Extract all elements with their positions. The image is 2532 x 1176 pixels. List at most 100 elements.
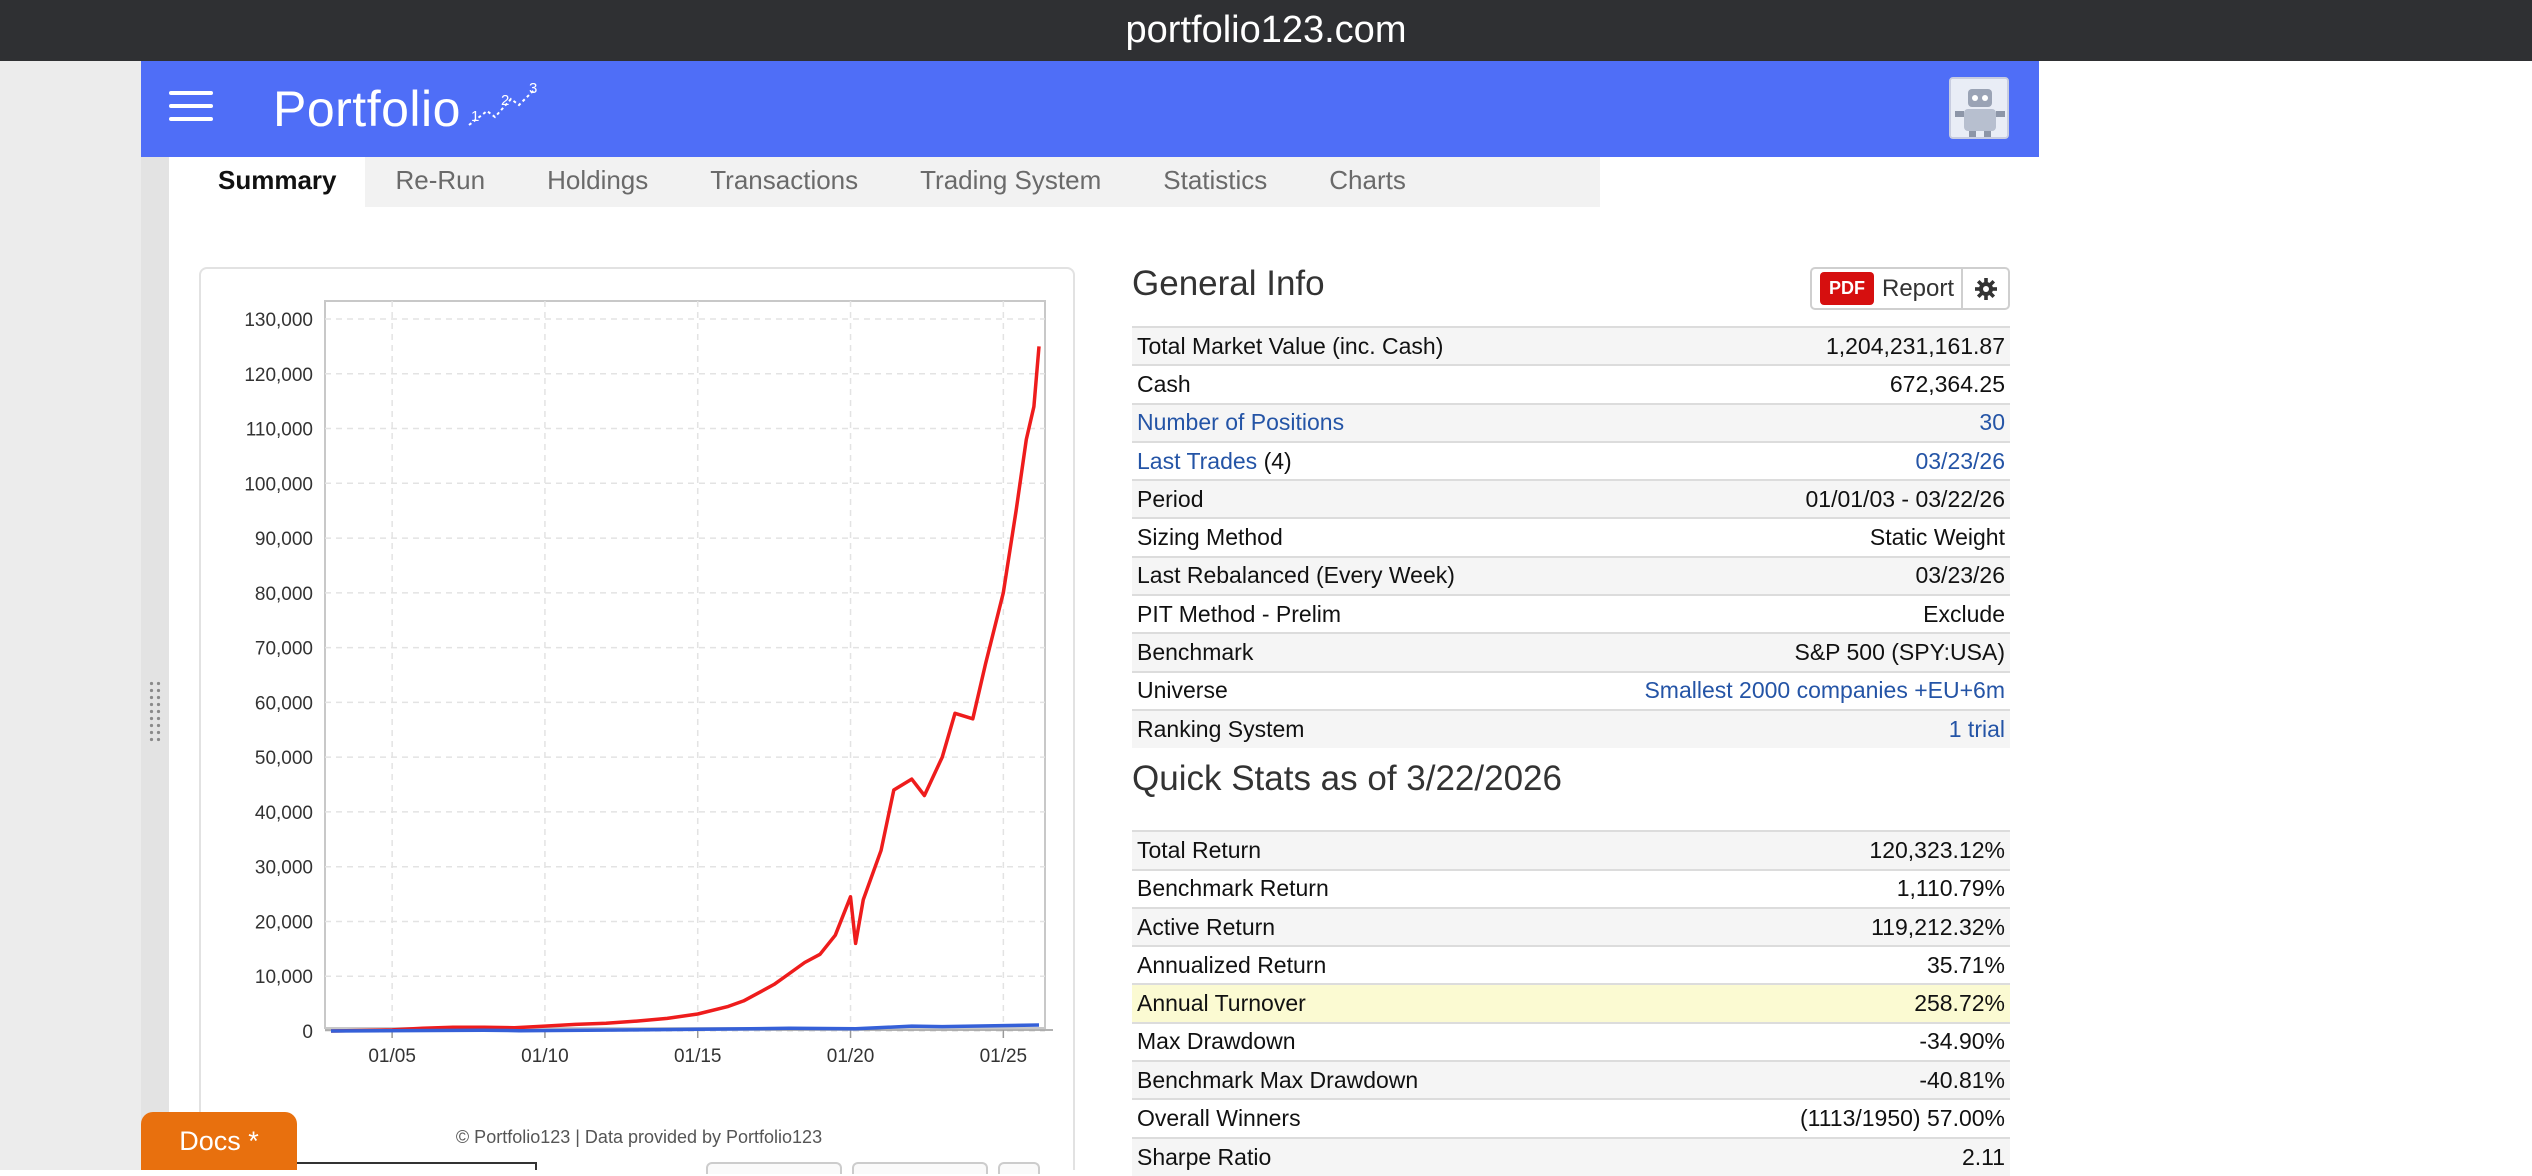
row-label: Cash [1137,370,1191,397]
quick-stats-table: Total Return 120,323.12% Benchmark Return… [1132,830,2010,1176]
x-tick-label: 01/10 [521,1046,569,1067]
chart-controls-row [706,1162,1056,1174]
row-value: 120,323.12% [1869,836,2005,863]
row-label: Overall Winners [1137,1104,1301,1131]
table-row: Number of Positions 30 [1132,403,2010,442]
ranking-system-link[interactable]: 1 trial [1948,716,2005,743]
row-value: Static Weight [1869,524,2005,551]
performance-chart-panel: 0 10,000 20,000 30,000 40,000 50,000 60,000 70,… [199,267,1077,1174]
left-gutter [0,61,141,1170]
chart-control-button[interactable] [706,1162,842,1174]
row-label: Benchmark Max Drawdown [1137,1066,1419,1093]
table-row: Last Trades (4) 03/23/26 [1132,441,2010,481]
table-row: PIT Method - Prelim Exclude [1132,595,2010,634]
logo-mark-2: 2 [501,92,509,109]
table-row: Benchmark S&P 500 (SPY:USA) [1132,633,2010,672]
row-label: Universe [1137,677,1228,704]
row-value: 35.71% [1926,951,2005,978]
table-row: Sizing Method Static Weight [1132,518,2010,557]
table-row: Ranking System 1 trial [1132,709,2010,749]
row-label: Annual Turnover [1137,990,1306,1017]
chart-credit: © Portfolio123 | Data provided by Portfo… [455,1127,823,1147]
chart-control-button[interactable] [852,1162,988,1174]
y-tick-label: 70,000 [255,639,313,660]
performance-chart[interactable]: 0 10,000 20,000 30,000 40,000 50,000 60,000 70,… [201,269,1077,1119]
row-value: Exclude [1923,600,2005,627]
row-value: 1,110.79% [1896,875,2005,902]
y-tick-label: 60,000 [255,693,313,714]
report-settings-button[interactable] [1961,267,2010,310]
row-label: Ranking System [1137,716,1305,743]
quick-stats-header: Quick Stats as of 3/22/2026 [1132,748,2010,830]
row-value: (1113/1950) 57.00% [1799,1104,2005,1131]
logo[interactable]: Portfolio 1 2 3 [273,75,543,143]
row-label: Sharpe Ratio [1137,1143,1272,1170]
table-row-highlighted: Annual Turnover 258.72% [1132,984,2010,1023]
tab-holdings[interactable]: Holdings [547,165,649,195]
last-trades-link[interactable]: Last Trades [1137,447,1258,474]
y-tick-label: 100,000 [244,474,313,495]
tab-re-run[interactable]: Re-Run [395,165,486,195]
tab-transactions[interactable]: Transactions [710,165,859,195]
table-row: Total Return 120,323.12% [1132,831,2010,870]
positions-link[interactable]: Number of Positions [1137,409,1345,436]
tab-summary[interactable]: Summary [190,157,365,207]
y-tick-label: 50,000 [255,748,313,769]
row-label: Benchmark [1137,639,1254,666]
table-row: Cash 672,364.25 [1132,365,2010,404]
docs-button[interactable]: Docs * [141,1112,297,1170]
row-label: Sizing Method [1137,524,1283,551]
table-row: Annualized Return 35.71% [1132,946,2010,985]
benchmark-series-line [330,1023,1040,1033]
table-row: Sharpe Ratio 2.11 [1132,1137,2010,1176]
user-avatar[interactable] [1949,77,2009,139]
y-tick-label: 0 [302,1022,313,1043]
row-label: Period [1137,485,1204,512]
info-panel: General Info PDF Report [1132,259,2010,1176]
left-resize-strip [141,157,169,1170]
y-tick-label: 120,000 [244,365,313,386]
row-label: Total Market Value (inc. Cash) [1137,332,1444,359]
portfolio-series-line [330,346,1041,1033]
x-tick-label: 01/20 [827,1046,875,1067]
positions-count-link[interactable]: 30 [1979,409,2005,436]
quick-stats-title: Quick Stats as of 3/22/2026 [1132,759,1562,799]
table-row: Last Rebalanced (Every Week) 03/23/26 [1132,556,2010,596]
row-value: 119,212.32% [1871,913,2005,940]
y-tick-label: 80,000 [255,584,313,605]
gear-icon [1974,277,1997,300]
table-row: Benchmark Max Drawdown -40.81% [1132,1061,2010,1100]
row-label: Total Return [1137,836,1262,863]
docs-panel-edge [297,1162,537,1170]
plot-frame [324,300,1046,1029]
row-value: 2.11 [1961,1143,2005,1170]
x-tick-label: 01/15 [674,1046,722,1067]
url-text: portfolio123.com [1125,9,1407,51]
hamburger-menu-icon[interactable] [169,91,213,125]
table-row: Universe Smallest 2000 companies +EU+6m [1132,671,2010,710]
logo-chart-mark-icon: 1 2 3 [468,81,537,126]
row-value: -34.90% [1919,1028,2005,1055]
row-value: 1,204,231,161.87 [1825,332,2005,359]
universe-link[interactable]: Smallest 2000 companies +EU+6m [1644,677,2005,704]
row-value: 258.72% [1914,990,2005,1017]
last-trades-date-link[interactable]: 03/23/26 [1915,447,2005,474]
y-tick-label: 90,000 [255,529,313,550]
table-row: Total Market Value (inc. Cash) 1,204,231,… [1132,327,2010,366]
y-tick-label: 10,000 [255,967,313,988]
report-label: Report [1882,274,1955,302]
row-label: Max Drawdown [1137,1028,1296,1055]
pdf-report-button[interactable]: PDF Report [1810,267,1963,310]
tab-charts[interactable]: Charts [1329,165,1406,195]
x-tick-label: 01/05 [368,1046,416,1067]
tab-statistics[interactable]: Statistics [1163,165,1268,195]
chart-control-button[interactable] [998,1162,1040,1174]
row-label: Active Return [1137,913,1276,940]
tab-trading-system[interactable]: Trading System [920,165,1102,195]
app-header: Portfolio 1 2 3 [141,61,2039,157]
browser-url-bar[interactable]: portfolio123.com [0,0,2532,61]
last-trades-count: (4) [1263,447,1292,474]
table-row: Active Return 119,212.32% [1132,907,2010,947]
logo-mark-3: 3 [529,81,537,97]
resize-grip-handle[interactable] [148,680,162,744]
